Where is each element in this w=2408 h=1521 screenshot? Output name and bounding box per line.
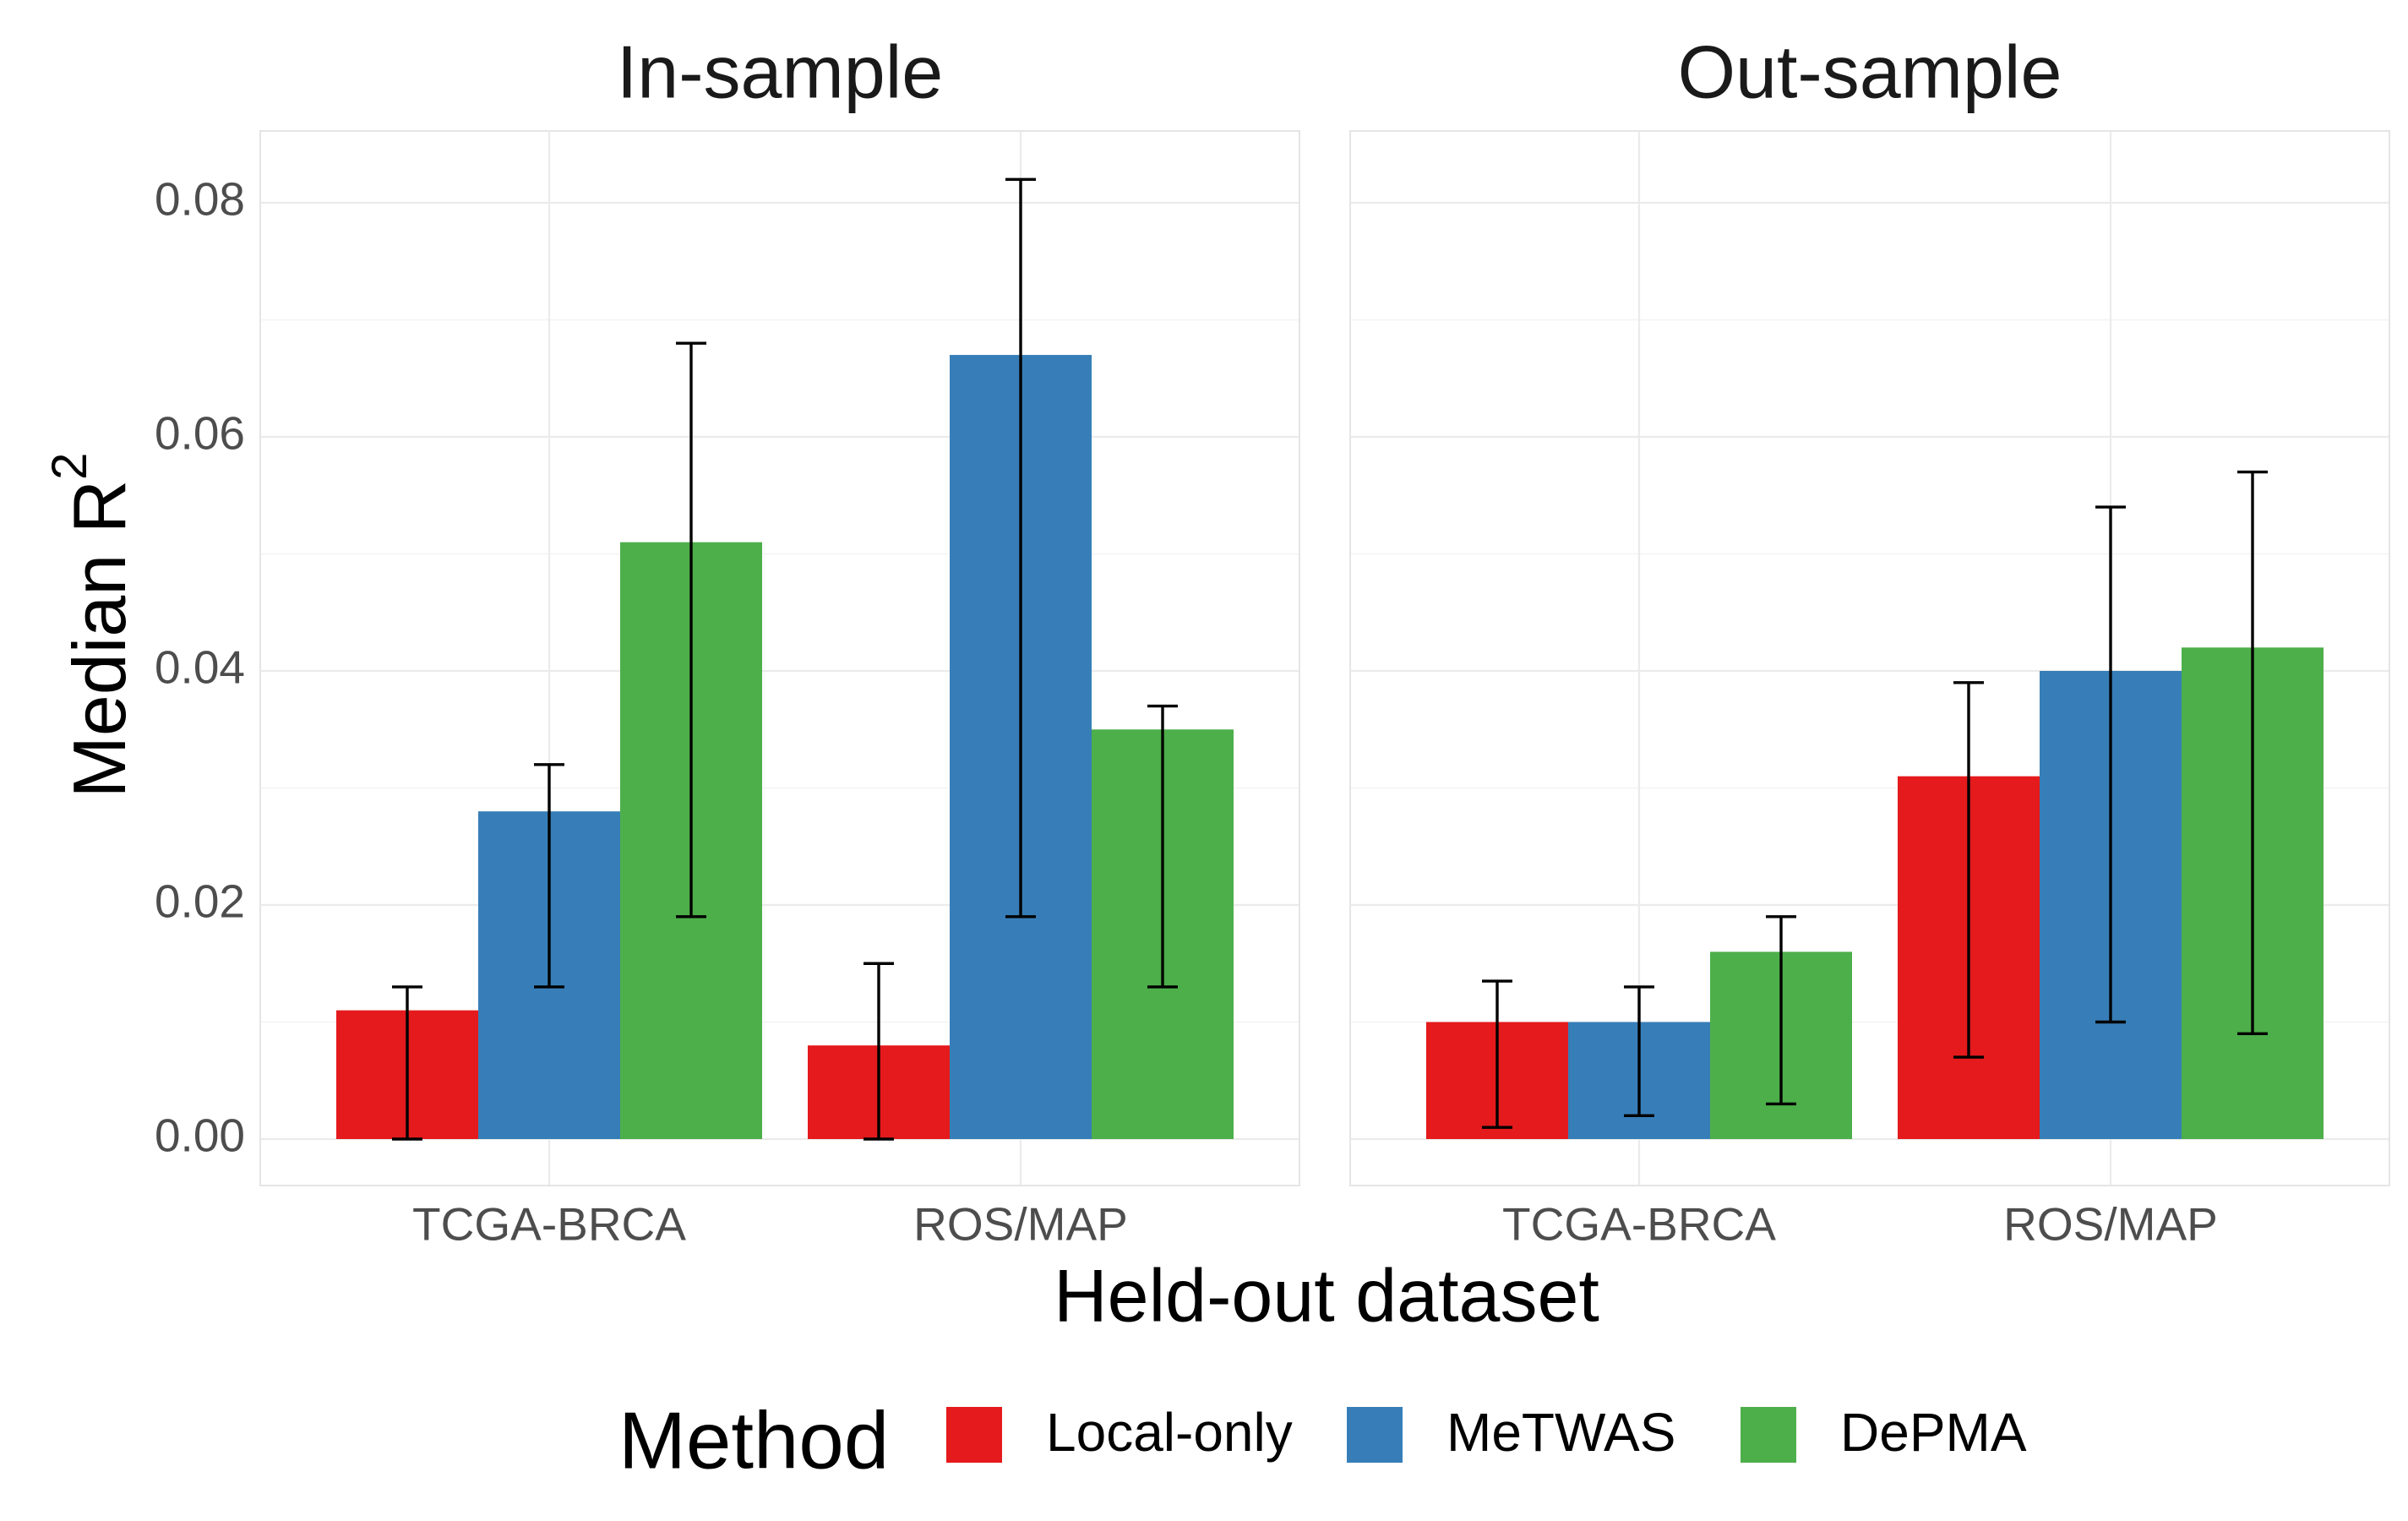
legend-title: Method — [618, 1395, 889, 1486]
legend-key — [1347, 1407, 1403, 1463]
panel-title: In-sample — [617, 30, 943, 113]
panel-title: Out-sample — [1678, 30, 2062, 113]
x-tick-label: TCGA-BRCA — [412, 1198, 686, 1251]
legend: Method Local-only MeTWAS DePMA — [618, 1395, 2027, 1486]
error-bar — [1766, 915, 1796, 1106]
legend-key — [1741, 1407, 1796, 1463]
error-bar — [864, 962, 894, 1141]
y-tick-label: 0.06 — [155, 407, 245, 460]
error-bar — [1624, 985, 1654, 1118]
legend-key — [946, 1407, 1002, 1463]
x-tick-label: ROS/MAP — [913, 1198, 1128, 1251]
error-bar — [676, 341, 706, 919]
error-bar — [1147, 704, 1178, 989]
x-tick-label: ROS/MAP — [2003, 1198, 2218, 1251]
panel-out-sample — [1349, 130, 2390, 1186]
legend-item-depma: DePMA — [1741, 1402, 2027, 1463]
panel-border — [1349, 130, 2390, 1186]
legend-label: Local-only — [1046, 1402, 1293, 1463]
legend-label: MeTWAS — [1446, 1402, 1675, 1463]
panel-border — [259, 130, 1300, 1186]
legend-item-local-only: Local-only — [946, 1402, 1293, 1463]
y-tick-label: 0.02 — [155, 875, 245, 928]
panel-in-sample — [259, 130, 1300, 1186]
y-tick-label: 0.00 — [155, 1109, 245, 1162]
y-tick-label: 0.08 — [155, 173, 245, 226]
y-tick-label: 0.04 — [155, 641, 245, 694]
error-bar — [1953, 681, 1984, 1059]
x-axis-title: Held-out dataset — [1054, 1253, 1599, 1337]
y-axis-title: Median R2 — [42, 453, 141, 799]
legend-item-metwas: MeTWAS — [1347, 1402, 1675, 1463]
error-bar — [392, 985, 422, 1141]
error-bar — [2095, 505, 2126, 1024]
error-bar — [1482, 979, 1512, 1129]
x-tick-label: TCGA-BRCA — [1502, 1198, 1776, 1251]
error-bar — [534, 763, 564, 989]
error-bar — [1005, 177, 1036, 919]
error-bar — [2237, 470, 2268, 1036]
legend-label: DePMA — [1840, 1402, 2027, 1463]
